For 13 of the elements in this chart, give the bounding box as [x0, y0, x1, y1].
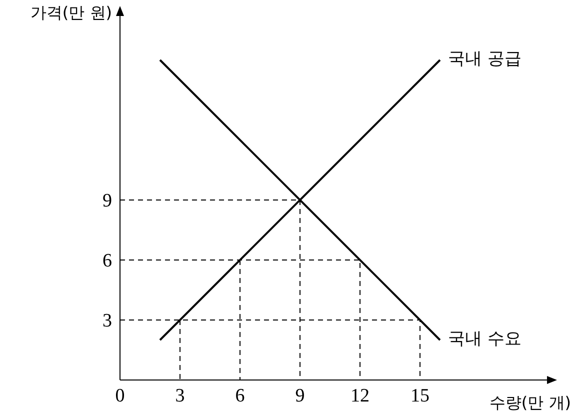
y-tick-label: 6	[102, 250, 112, 272]
x-tick-label: 3	[175, 385, 185, 406]
y-tick-label: 9	[102, 190, 112, 212]
x-tick-label: 6	[235, 385, 245, 406]
x-axis-title: 수량(만 개)	[489, 393, 571, 412]
y-tick-label: 3	[102, 310, 112, 332]
y-axis-title: 가격(만 원)	[30, 3, 112, 22]
x-tick-label: 12	[350, 385, 370, 406]
series-label: 국내 수요	[448, 329, 522, 349]
x-tick-label: 0	[115, 385, 125, 406]
x-tick-label: 15	[410, 385, 430, 406]
series-label: 국내 공급	[448, 49, 522, 69]
x-tick-label: 9	[295, 385, 305, 406]
